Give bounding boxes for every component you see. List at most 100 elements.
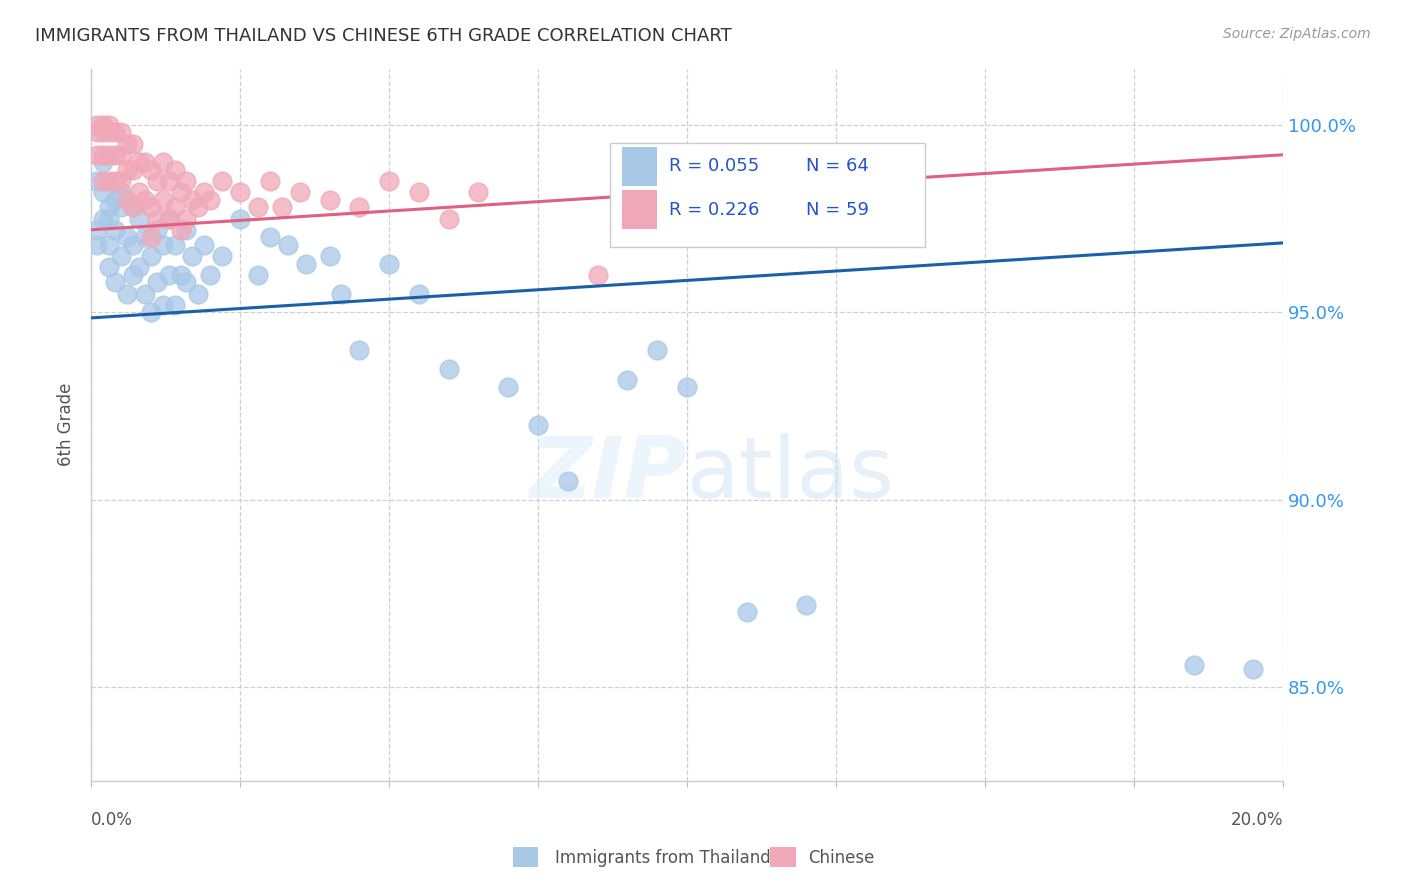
Point [157,211,180,226]
Point [676,380,699,394]
Point [121,200,143,214]
Point [86,125,108,139]
Point [211,249,233,263]
Point [187,286,209,301]
Text: Immigrants from Thailand: Immigrants from Thailand [555,849,770,867]
Bar [621,147,657,186]
Point [121,268,143,282]
Point [145,275,167,289]
Point [145,174,167,188]
Point [86,148,108,162]
Point [91,148,114,162]
Point [467,186,489,200]
Point [145,223,167,237]
Point [115,162,138,177]
Point [586,268,609,282]
Point [498,380,520,394]
Point [110,148,132,162]
Point [98,211,121,226]
Point [115,193,138,207]
Point [527,417,550,432]
Text: Source: ZipAtlas.com: Source: ZipAtlas.com [1223,27,1371,41]
Point [408,186,430,200]
Text: IMMIGRANTS FROM THAILAND VS CHINESE 6TH GRADE CORRELATION CHART: IMMIGRANTS FROM THAILAND VS CHINESE 6TH … [35,27,733,45]
Point [330,286,353,301]
Point [176,211,198,226]
Point [163,200,186,214]
Point [1182,657,1205,672]
Point [163,162,186,177]
Point [318,249,340,263]
Point [152,237,174,252]
Point [247,200,270,214]
Point [98,174,121,188]
Point [134,230,156,244]
Point [104,275,127,289]
Text: N = 59: N = 59 [806,201,869,219]
Point [152,298,174,312]
Point [200,193,222,207]
Point [557,474,579,488]
Text: ZIP: ZIP [530,434,688,516]
Point [1241,661,1264,675]
Bar [621,190,657,229]
Point [110,249,132,263]
Point [152,193,174,207]
Text: R = 0.055: R = 0.055 [669,157,759,175]
Point [294,256,316,270]
Point [794,598,817,612]
Point [349,200,371,214]
Point [277,237,299,252]
Point [200,268,222,282]
Point [98,125,121,139]
Point [139,230,162,244]
Point [139,249,162,263]
Point [98,118,121,132]
Point [378,174,401,188]
Point [128,260,150,275]
Point [193,237,215,252]
Point [86,174,108,188]
Point [181,193,204,207]
Point [86,118,108,132]
Point [98,200,121,214]
Point [176,174,198,188]
Point [259,230,281,244]
Point [91,118,114,132]
Point [86,223,108,237]
Point [128,211,150,226]
Point [139,200,162,214]
Point [98,260,121,275]
Point [139,162,162,177]
Point [104,223,127,237]
Text: atlas: atlas [688,434,896,516]
Text: Chinese: Chinese [808,849,875,867]
Point [86,237,108,252]
Point [91,125,114,139]
Point [259,174,281,188]
FancyBboxPatch shape [610,144,925,247]
Point [121,136,143,151]
Point [91,174,114,188]
Text: 0.0%: 0.0% [91,811,134,829]
Point [157,268,180,282]
Point [104,193,127,207]
Point [104,125,127,139]
Text: 20.0%: 20.0% [1230,811,1284,829]
Point [616,373,638,387]
Point [408,286,430,301]
Text: R = 0.226: R = 0.226 [669,201,759,219]
Point [104,174,127,188]
Point [193,186,215,200]
Point [163,237,186,252]
Point [134,286,156,301]
Point [91,211,114,226]
Point [98,237,121,252]
Point [437,211,460,226]
Y-axis label: 6th Grade: 6th Grade [58,383,75,467]
Point [139,305,162,319]
Text: N = 64: N = 64 [806,157,869,175]
Point [270,200,292,214]
Point [735,605,758,619]
Point [157,174,180,188]
